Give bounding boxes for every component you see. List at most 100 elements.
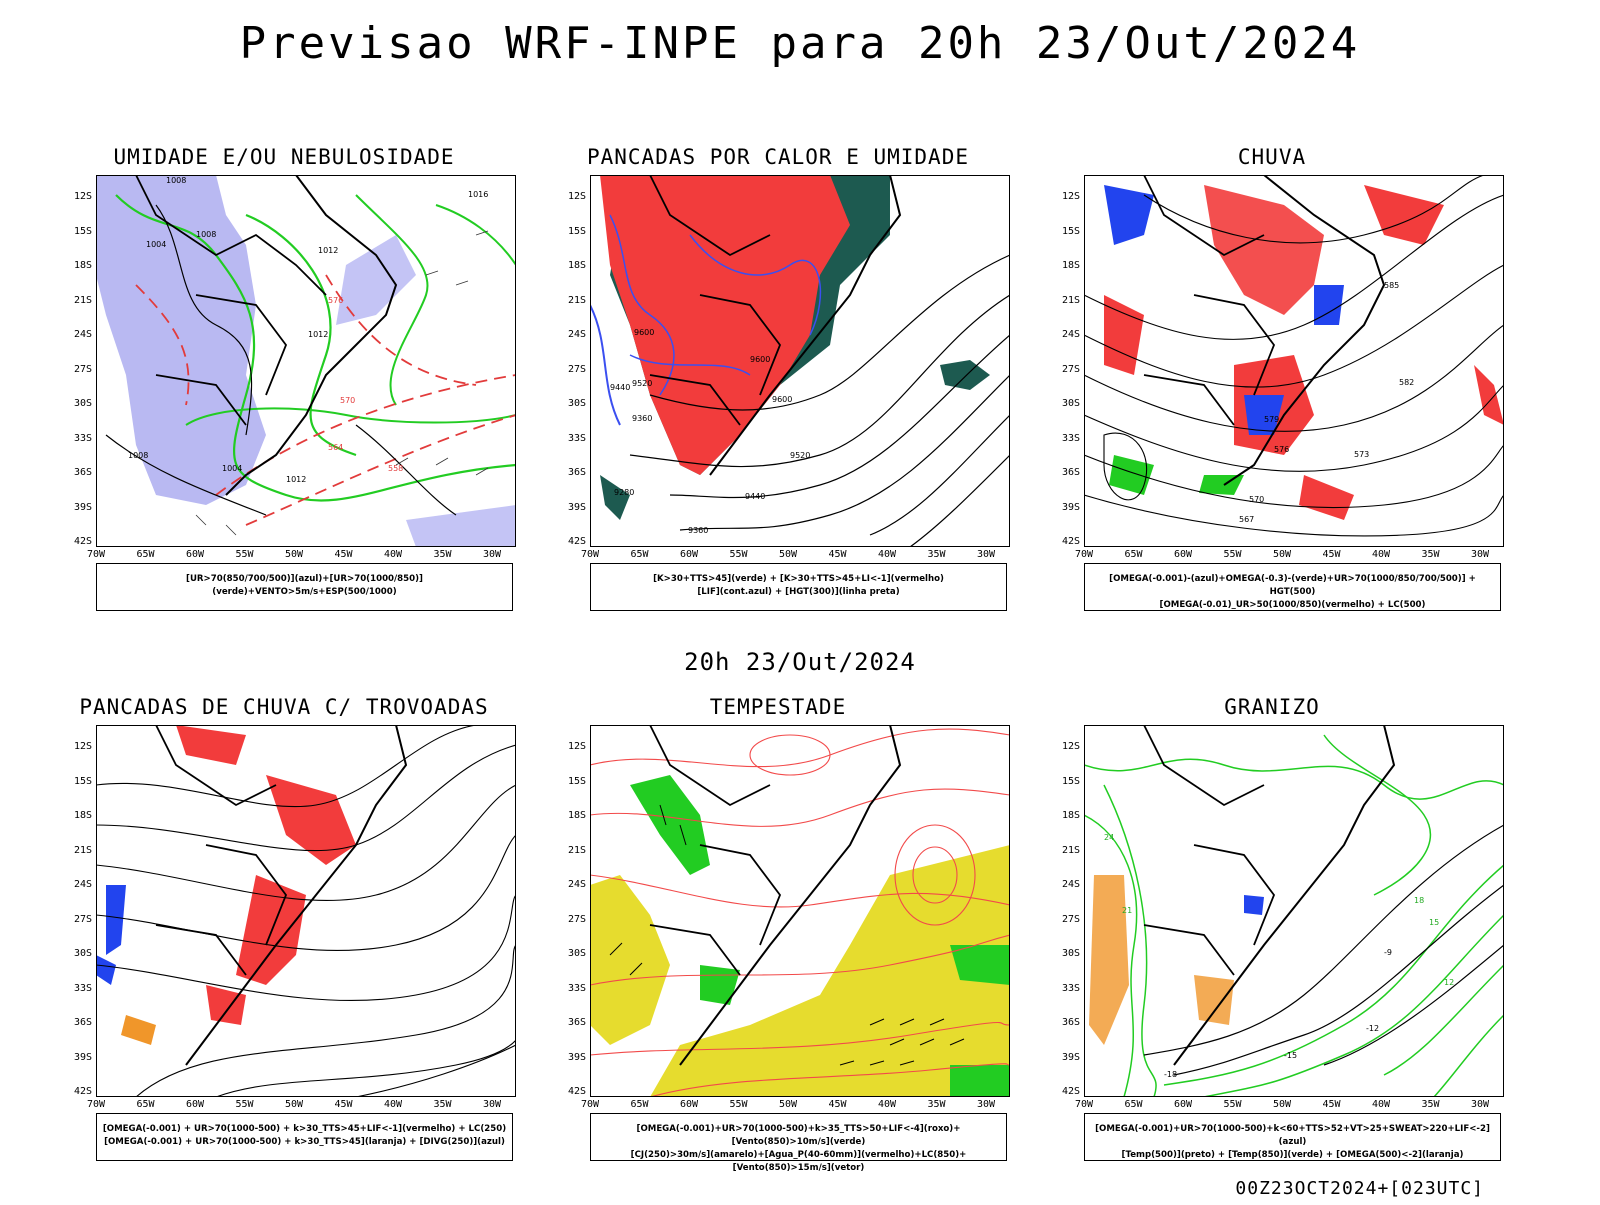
legend-box: [OMEGA(-0.001)-(azul)+OMEGA(-0.3)-(verde… [1084, 563, 1501, 611]
lat-label: 27S [73, 363, 92, 375]
lat-label: 21S [1061, 294, 1080, 306]
main-title: Previsao WRF-INPE para 20h 23/Out/2024 [239, 18, 1361, 69]
lat-label: 21S [567, 294, 586, 306]
map-umidade[interactable]: 1008 1004 1012 1016 1008 1012 1004 1008 … [96, 175, 516, 547]
lat-label: 39S [1061, 1051, 1080, 1063]
wind-vectors [609, 804, 965, 1066]
lat-label: 39S [73, 1051, 92, 1063]
lon-label: 30W [482, 549, 502, 560]
legend-box: [UR>70(850/700/500)](azul)+[UR>70(1000/8… [96, 563, 513, 611]
map-frame[interactable]: 12S 15S 18S 21S 24S 27S 30S 33S 36S 39S 42S 70W 65W 6… [74, 725, 516, 1110]
map-frame[interactable]: 12S 15S 18S 21S 24S 27S 30S 33S 36S 39S 42S 70W 65W 6… [568, 725, 1010, 1110]
contour-label: 9600 [634, 328, 654, 337]
hgt500-contours [1084, 175, 1504, 537]
lon-label: 45W [828, 1099, 847, 1110]
contour-label: 12 [1444, 978, 1454, 987]
lon-label: 65W [1124, 1099, 1143, 1110]
coastline [225, 175, 398, 496]
panel-pancadas-calor: PANCADAS POR CALOR E UMIDADE 9600 9520 9… [548, 145, 1033, 655]
contour-label: 585 [1384, 281, 1399, 290]
lat-label: 15S [567, 775, 586, 787]
blue-omega-area [1104, 185, 1154, 245]
green-humidity-contour [435, 204, 516, 266]
lon-label: 50W [1272, 1099, 1292, 1110]
lat-label: 42S [1061, 536, 1080, 547]
lon-label: 35W [927, 1099, 946, 1110]
lat-label: 21S [567, 844, 586, 856]
orange-omega-area [1194, 975, 1234, 1025]
map-trovoadas[interactable] [96, 725, 516, 1097]
orange-storm-area [121, 1015, 156, 1045]
lat-label: 30S [73, 948, 92, 959]
map-frame[interactable]: 9600 9520 9440 9360 9600 9520 9440 9360 … [568, 175, 1010, 560]
yellow-jet-area [650, 845, 1010, 1097]
contour-label: 579 [1264, 415, 1279, 424]
lon-label: 30W [1470, 1099, 1490, 1110]
map-tempestade[interactable] [590, 725, 1010, 1097]
lon-label: 60W [1173, 549, 1193, 560]
contour-label: -12 [1366, 1024, 1379, 1033]
lat-label: 12S [73, 741, 92, 752]
lat-label: 42S [567, 1086, 586, 1097]
lon-label: 65W [630, 549, 649, 560]
map-pancadas-calor[interactable]: 9600 9520 9440 9360 9600 9520 9440 9360 … [590, 175, 1010, 547]
lat-label: 24S [1061, 879, 1080, 890]
contour-label: 1004 [146, 240, 166, 249]
lon-label: 70W [86, 549, 106, 560]
contour-label: 9600 [750, 355, 770, 364]
country-borders [649, 175, 782, 426]
lat-label: 33S [1061, 982, 1080, 994]
contour-label: 9360 [688, 526, 708, 535]
contour-label: 1012 [318, 246, 338, 255]
lon-label: 70W [1074, 1099, 1094, 1110]
map-frame[interactable]: 585 582 579 576 573 570 567 12S 15S 18S 21S… [1062, 175, 1504, 560]
map-granizo[interactable]: -12 -9 -15 -18 24 21 18 15 12 [1084, 725, 1504, 1097]
lat-label: 42S [73, 1086, 92, 1097]
red-rain-area [1474, 365, 1504, 425]
lat-label: 24S [567, 879, 586, 890]
lon-label: 35W [1421, 549, 1440, 560]
coastline [1173, 725, 1396, 1066]
map-chuva[interactable]: 585 582 579 576 573 570 567 [1084, 175, 1504, 547]
lat-label: 27S [567, 913, 586, 925]
lon-label: 60W [185, 1099, 205, 1110]
legend-line: [LIF](cont.azul) + [HGT(300)](linha pret… [697, 587, 900, 597]
legend-line: [OMEGA(-0.001) + UR>70(1000-500) + k>30_… [104, 1137, 505, 1147]
map-frame[interactable]: 1008 1004 1012 1016 1008 1012 1004 1008 … [74, 175, 516, 560]
lat-label: 18S [73, 810, 92, 821]
coastline [185, 725, 408, 1066]
red-dashed-thickness [245, 414, 516, 526]
blue-omega-area [1244, 395, 1284, 435]
green-humidity-contour [185, 407, 516, 426]
map-frame[interactable]: -12 -9 -15 -18 24 21 18 15 12 12S 15S 18S 2… [1062, 725, 1504, 1110]
red-dashed-thickness [325, 274, 477, 386]
red-rain-area [1299, 475, 1354, 520]
red-storm-area [176, 725, 246, 765]
legend-line: [OMEGA(-0.001) + UR>70(1000-500) + k>30_… [102, 1124, 507, 1134]
lat-label: 33S [567, 982, 586, 994]
lat-label: 12S [567, 191, 586, 202]
wind-vectors [195, 230, 489, 536]
lat-label: 15S [567, 225, 586, 237]
lat-label: 24S [567, 329, 586, 340]
lon-label: 35W [1421, 1099, 1440, 1110]
legend-line: [UR>70(850/700/500)](azul)+[UR>70(1000/8… [186, 574, 423, 597]
contour-label: 570 [340, 396, 355, 405]
lat-label: 18S [567, 260, 586, 271]
contour-label: 1016 [468, 190, 488, 199]
contour-label: 9280 [614, 488, 634, 497]
green-wind-area [950, 945, 1010, 985]
lat-label: 36S [73, 467, 92, 478]
lat-label: 15S [73, 775, 92, 787]
lat-label: 42S [567, 536, 586, 547]
contour-label: 18 [1414, 896, 1424, 905]
legend-box: [OMEGA(-0.001)+UR>70(1000-500)+k>35_TTS>… [590, 1113, 1007, 1173]
lat-label: 15S [1061, 225, 1080, 237]
panel-title: TEMPESTADE [709, 695, 847, 719]
country-borders [1143, 725, 1276, 976]
red-storm-area [266, 775, 356, 865]
green-instability-area [600, 475, 630, 520]
lat-label: 39S [567, 501, 586, 513]
lif-contour [590, 304, 621, 426]
black-isobar [355, 424, 457, 516]
